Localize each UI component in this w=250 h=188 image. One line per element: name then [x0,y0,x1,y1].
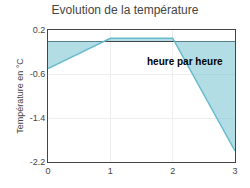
svg-text:-1.4: -1.4 [30,113,46,123]
svg-text:-0.6: -0.6 [30,69,46,79]
svg-text:3: 3 [232,166,237,176]
svg-text:Evolution de la température: Evolution de la température [52,3,199,17]
svg-text:0.2: 0.2 [33,25,46,35]
svg-text:0: 0 [45,166,50,176]
svg-text:Température en °C: Température en °C [15,58,25,134]
svg-text:-2.2: -2.2 [30,157,46,167]
svg-text:2: 2 [170,166,175,176]
svg-text:1: 1 [108,166,113,176]
svg-text:heure par heure: heure par heure [147,56,223,67]
